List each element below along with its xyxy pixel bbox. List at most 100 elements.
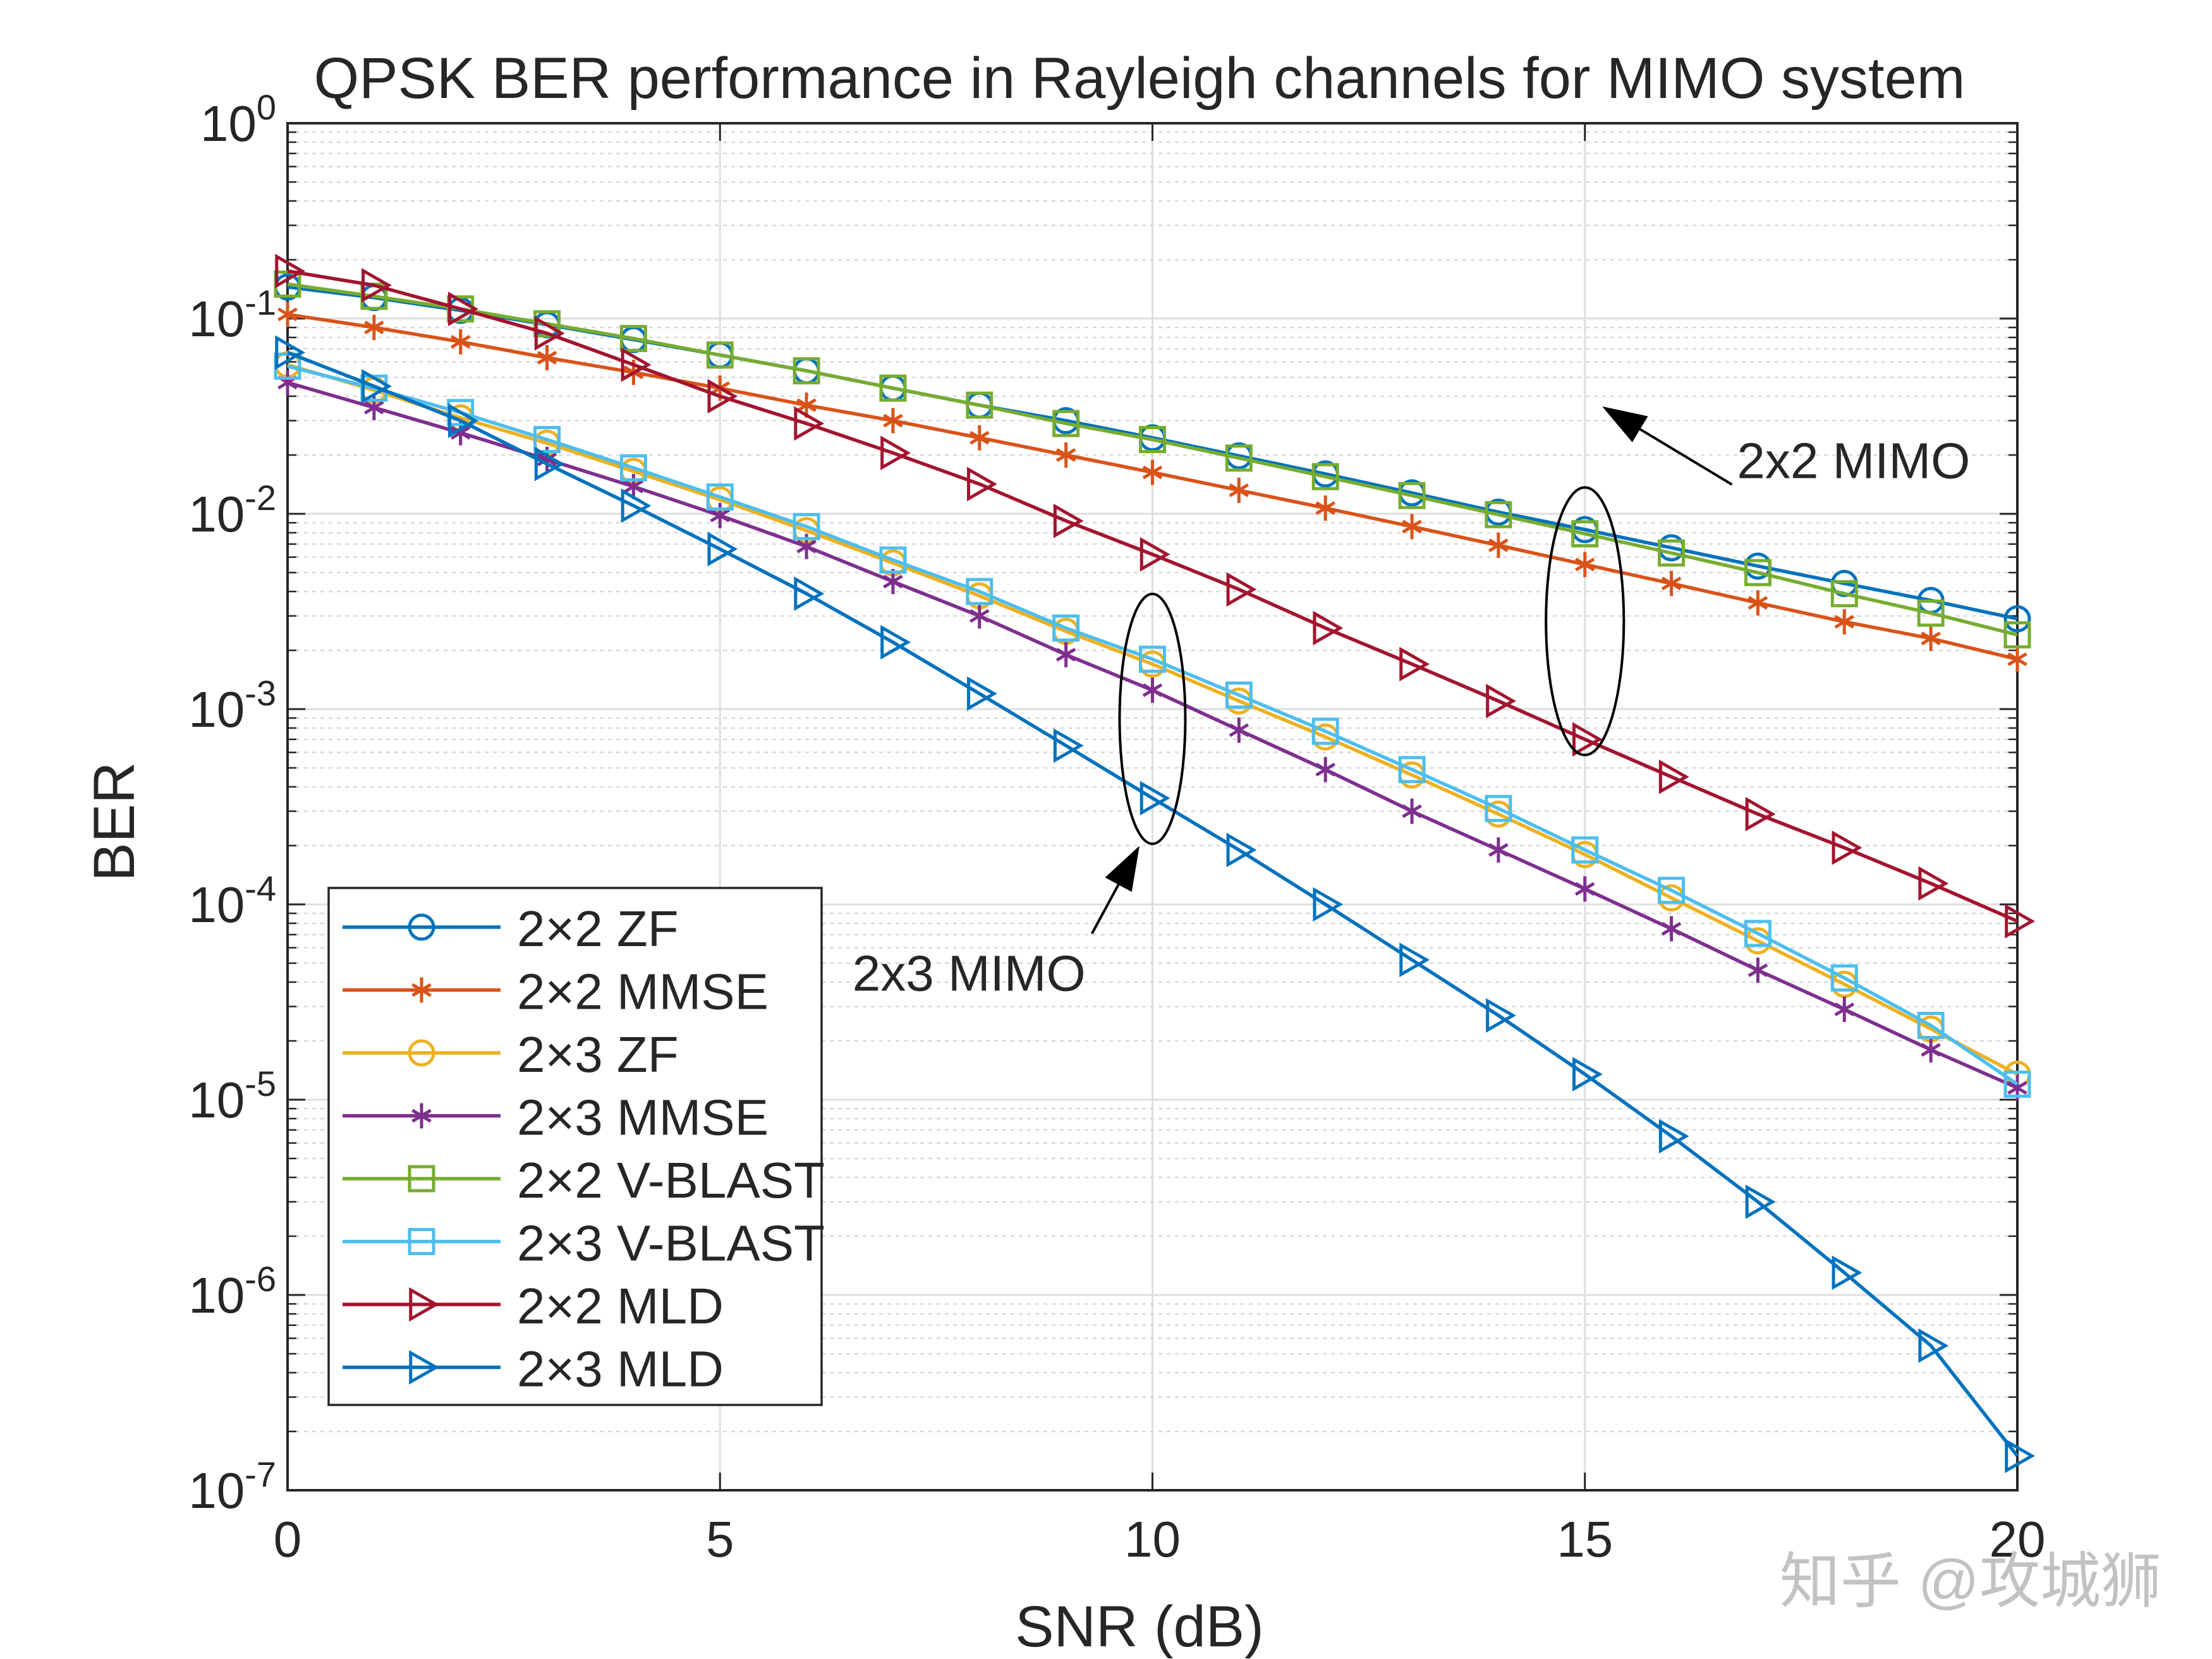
data-point	[1052, 410, 1080, 437]
annotation-arrow-shaft	[1639, 428, 1733, 486]
data-point	[362, 368, 392, 404]
y-tick-exponent: -6	[245, 1259, 276, 1299]
asterisk-stroke	[1142, 465, 1163, 480]
series-6	[274, 352, 2031, 1098]
series-line	[287, 363, 2019, 1076]
legend-item: 2×3 V-BLAST	[343, 1215, 825, 1272]
legend-label: 2×2 MLD	[517, 1278, 724, 1334]
legend-label: 2×3 ZF	[517, 1026, 679, 1083]
asterisk-stroke	[1921, 1043, 1941, 1057]
annotation-arrow-head	[1105, 846, 1139, 892]
data-point	[362, 268, 392, 303]
legend-marker	[411, 977, 432, 1003]
legend: 2×2 ZF 2×2 MMSE 2×3 ZF 2×3 MMSE 2×2 V-BLAST 2…	[327, 887, 825, 1406]
x-tick-label: 10	[1124, 1511, 1181, 1567]
data-point	[1225, 681, 1253, 709]
y-tick-base: 10	[188, 1267, 245, 1323]
data-point	[710, 502, 731, 528]
data-point	[969, 425, 990, 451]
data-point	[1658, 1119, 1689, 1154]
data-point	[533, 426, 561, 454]
y-tick-base: 10	[188, 877, 245, 933]
data-point	[2005, 1438, 2036, 1473]
data-point	[1311, 463, 1339, 490]
asterisk-stroke	[1402, 520, 1422, 534]
data-point	[1917, 599, 1945, 627]
data-point	[880, 624, 911, 660]
asterisk-stroke	[1488, 843, 1509, 857]
data-point	[619, 325, 647, 353]
asterisk-stroke	[1574, 557, 1595, 572]
legend-marker	[408, 1039, 435, 1067]
legend-marker	[408, 1228, 435, 1255]
legend-item: 2×2 V-BLAST	[343, 1152, 825, 1208]
legend-marker	[409, 1350, 440, 1385]
data-point	[1486, 683, 1516, 719]
data-point	[1921, 626, 1941, 652]
data-point	[275, 253, 306, 289]
axis-ticks	[286, 122, 2019, 1492]
data-point	[1053, 503, 1084, 538]
asterisk-stroke	[1661, 576, 1682, 591]
x-tick-label: 15	[1557, 1511, 1613, 1567]
asterisk-stroke	[1747, 963, 1768, 978]
data-point	[793, 513, 820, 540]
asterisk-stroke	[450, 425, 471, 440]
annotation-label: 2x3 MIMO	[853, 945, 1086, 1001]
asterisk-stroke	[1574, 882, 1595, 896]
data-point	[1315, 495, 1335, 521]
y-tick-label: 10-1	[188, 283, 276, 347]
data-point	[1745, 796, 1776, 832]
asterisk-stroke	[1747, 596, 1768, 610]
data-point	[1571, 836, 1599, 864]
data-point	[1572, 1057, 1603, 1092]
data-point	[707, 379, 738, 414]
y-tick-label: 10-6	[188, 1259, 276, 1323]
data-point	[447, 403, 478, 438]
data-point	[1052, 614, 1080, 642]
series-5	[274, 270, 2031, 649]
data-point	[879, 374, 907, 402]
data-point	[1229, 477, 1249, 503]
y-tick-label: 100	[200, 87, 276, 152]
data-point	[1834, 609, 1855, 635]
asterisk-stroke	[623, 479, 644, 494]
y-tick-base: 10	[188, 1072, 245, 1128]
x-axis-label: SNR (dB)	[1015, 1595, 1264, 1659]
asterisk-stroke	[1402, 804, 1422, 818]
asterisk-stroke	[411, 983, 432, 997]
y-tick-exponent: -4	[245, 868, 276, 908]
asterisk-stroke	[796, 398, 817, 412]
y-tick-label: 10-3	[188, 673, 276, 738]
asterisk-stroke	[1661, 921, 1682, 936]
asterisk-stroke	[969, 430, 990, 445]
annotation-mimo-2x2: 2x2 MIMO	[1545, 406, 1970, 757]
y-tick-exponent: -7	[245, 1454, 276, 1494]
data-point	[1921, 1037, 1941, 1063]
data-point	[1139, 781, 1170, 816]
data-point	[1488, 532, 1509, 558]
asterisk-stroke	[883, 413, 903, 428]
legend-marker	[409, 1287, 440, 1322]
data-point	[1661, 571, 1682, 597]
annotation-mimo-2x3: 2x3 MIMO	[853, 592, 1187, 1001]
data-point	[1658, 877, 1686, 904]
data-point	[537, 345, 557, 371]
y-tick-base: 10	[188, 681, 245, 738]
asterisk-stroke	[1315, 762, 1335, 777]
legend-label: 2×3 MLD	[517, 1341, 724, 1397]
data-point	[1834, 997, 1855, 1023]
data-point	[1402, 798, 1422, 824]
data-point	[2005, 904, 2036, 939]
data-point	[1142, 459, 1163, 485]
annotation-ellipse	[1545, 486, 1626, 757]
data-point	[1399, 942, 1430, 978]
data-point	[1658, 759, 1689, 794]
data-point	[1918, 1328, 1949, 1363]
data-point	[1747, 590, 1768, 616]
series-8	[275, 335, 2036, 1473]
data-point	[1571, 520, 1599, 548]
asterisk-stroke	[411, 1109, 432, 1123]
